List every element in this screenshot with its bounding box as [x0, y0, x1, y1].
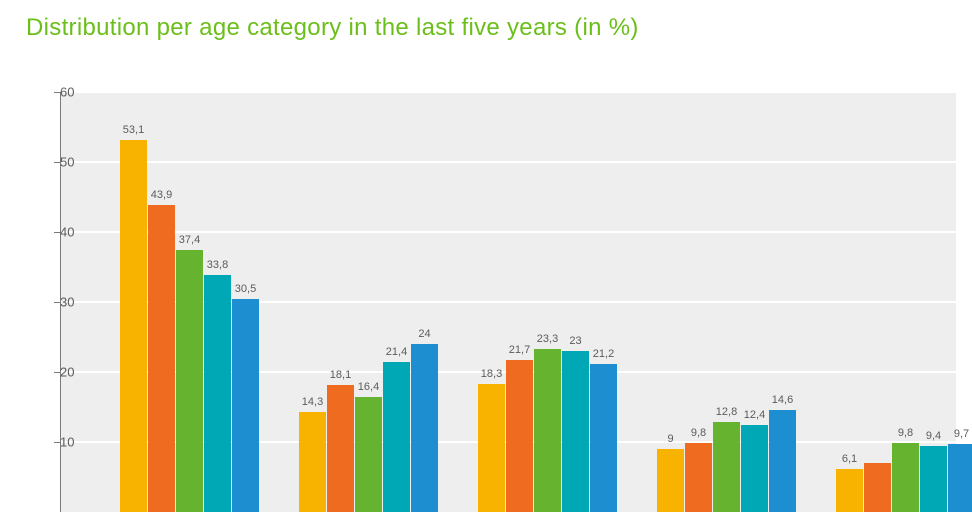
- bar: 43,9: [148, 205, 175, 512]
- bar-value-label: 21,2: [593, 348, 614, 360]
- bar: 21,7: [506, 360, 533, 512]
- bar-value-label: 6,1: [842, 453, 857, 465]
- bar: 9,4: [920, 446, 947, 512]
- bar-chart: 53,143,937,433,830,514,318,116,421,42418…: [26, 92, 956, 512]
- gridline: [60, 91, 956, 93]
- y-tick-mark: [54, 162, 60, 163]
- bar-value-label: 9,8: [691, 427, 706, 439]
- bar-value-label: 43,9: [151, 189, 172, 201]
- gridline: [60, 161, 956, 163]
- bar: 21,2: [590, 364, 617, 512]
- bar: 23: [562, 351, 589, 512]
- chart-title: Distribution per age category in the las…: [26, 14, 972, 42]
- bar: 16,4: [355, 397, 382, 512]
- bar-value-label: 21,4: [386, 346, 407, 358]
- bar-value-label: 12,8: [716, 406, 737, 418]
- bar-value-label: 9,7: [954, 428, 969, 440]
- y-tick-mark: [54, 232, 60, 233]
- bar: 37,4: [176, 250, 203, 512]
- bar: 14,6: [769, 410, 796, 512]
- bar: 9,8: [685, 443, 712, 512]
- y-tick-mark: [54, 372, 60, 373]
- bar: 14,3: [299, 412, 326, 512]
- y-tick-mark: [54, 92, 60, 93]
- bar-value-label: 18,3: [481, 368, 502, 380]
- bar-value-label: 14,6: [772, 394, 793, 406]
- bar: 12,4: [741, 425, 768, 512]
- bar: 18,3: [478, 384, 505, 512]
- bar-value-label: 9: [667, 433, 673, 445]
- bar-value-label: 21,7: [509, 344, 530, 356]
- bar: 9,8: [892, 443, 919, 512]
- bar-value-label: 9,8: [898, 427, 913, 439]
- y-tick-mark: [54, 442, 60, 443]
- bar: [864, 463, 891, 512]
- bar: 30,5: [232, 299, 259, 512]
- bar: 9: [657, 449, 684, 512]
- bar: 12,8: [713, 422, 740, 512]
- bar-value-label: 9,4: [926, 430, 941, 442]
- bar-value-label: 30,5: [235, 283, 256, 295]
- bar-value-label: 23: [569, 335, 581, 347]
- bar: 18,1: [327, 385, 354, 512]
- bar: 53,1: [120, 140, 147, 512]
- bar: 33,8: [204, 275, 231, 512]
- plot-area: 53,143,937,433,830,514,318,116,421,42418…: [60, 92, 956, 512]
- bar-value-label: 12,4: [744, 409, 765, 421]
- bar-value-label: 33,8: [207, 259, 228, 271]
- gridline: [60, 231, 956, 233]
- bar-value-label: 24: [418, 328, 430, 340]
- bar-value-label: 23,3: [537, 333, 558, 345]
- bar: 21,4: [383, 362, 410, 512]
- bar-value-label: 16,4: [358, 381, 379, 393]
- bar: 24: [411, 344, 438, 512]
- bar: 23,3: [534, 349, 561, 512]
- bar-value-label: 53,1: [123, 124, 144, 136]
- bar: 9,7: [948, 444, 972, 512]
- bar-value-label: 14,3: [302, 396, 323, 408]
- bar: 6,1: [836, 469, 863, 512]
- y-tick-mark: [54, 302, 60, 303]
- bar-value-label: 37,4: [179, 234, 200, 246]
- bar-value-label: 18,1: [330, 369, 351, 381]
